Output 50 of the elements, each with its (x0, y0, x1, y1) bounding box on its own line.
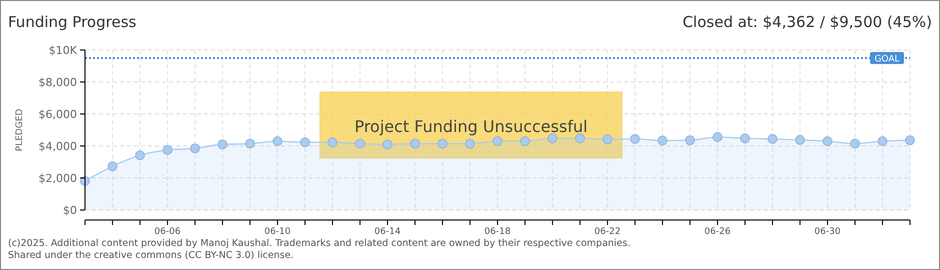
text: Shared under the creative commons (CC BY-NC 3.0) license. (8, 250, 294, 261)
point (272, 136, 282, 146)
y-tick-label: $0 (63, 204, 77, 217)
point (795, 135, 805, 145)
chart-subtitle: Closed at: $4,362 / $9,500 (45%) (682, 13, 932, 31)
chart-title: Funding Progress (8, 13, 137, 31)
point (630, 134, 640, 144)
x-tick-label: 06-30 (814, 227, 841, 237)
point (410, 138, 420, 148)
point (575, 133, 585, 144)
point (822, 136, 832, 146)
x-tick-label: 06-22 (594, 227, 621, 237)
point (190, 144, 200, 154)
point (712, 132, 722, 142)
point (878, 136, 888, 146)
point (135, 150, 145, 160)
point (492, 136, 502, 146)
x-tick-label: 06-18 (484, 227, 511, 237)
x-tick-label: 06-14 (374, 227, 401, 237)
point (108, 161, 118, 172)
point (355, 138, 365, 148)
y-axis-title: PLEDGED (15, 108, 25, 152)
point (328, 137, 338, 148)
annotation: Project Funding Unsuccessful (354, 117, 588, 136)
point (218, 140, 228, 150)
point (548, 133, 558, 144)
point (740, 133, 750, 144)
point (245, 138, 255, 148)
text: (c)2025. Additional content provided by Manoj Kaushal. Trademarks and related content are owned by their respective companies. (8, 238, 630, 249)
y-tick-label: $4,000 (38, 140, 77, 153)
x-tick-label: 06-10 (264, 227, 291, 237)
point (602, 134, 612, 144)
y-tick-label: $10K (48, 44, 78, 57)
point (658, 136, 668, 146)
y-tick-label: $6,000 (38, 108, 77, 121)
y-tick-label: $8,000 (38, 76, 77, 89)
point (685, 135, 695, 146)
point (438, 138, 448, 148)
point (162, 145, 172, 155)
point (465, 138, 475, 148)
x-tick-label: 06-06 (154, 227, 181, 237)
point (768, 134, 778, 144)
point (850, 138, 860, 148)
point (905, 135, 915, 146)
x-tick-label: 06-26 (704, 227, 731, 237)
y-tick-label: $2,000 (38, 172, 77, 185)
point (300, 137, 310, 148)
point (520, 136, 530, 146)
point (382, 140, 392, 150)
ref-line-label: GOAL (874, 54, 900, 64)
